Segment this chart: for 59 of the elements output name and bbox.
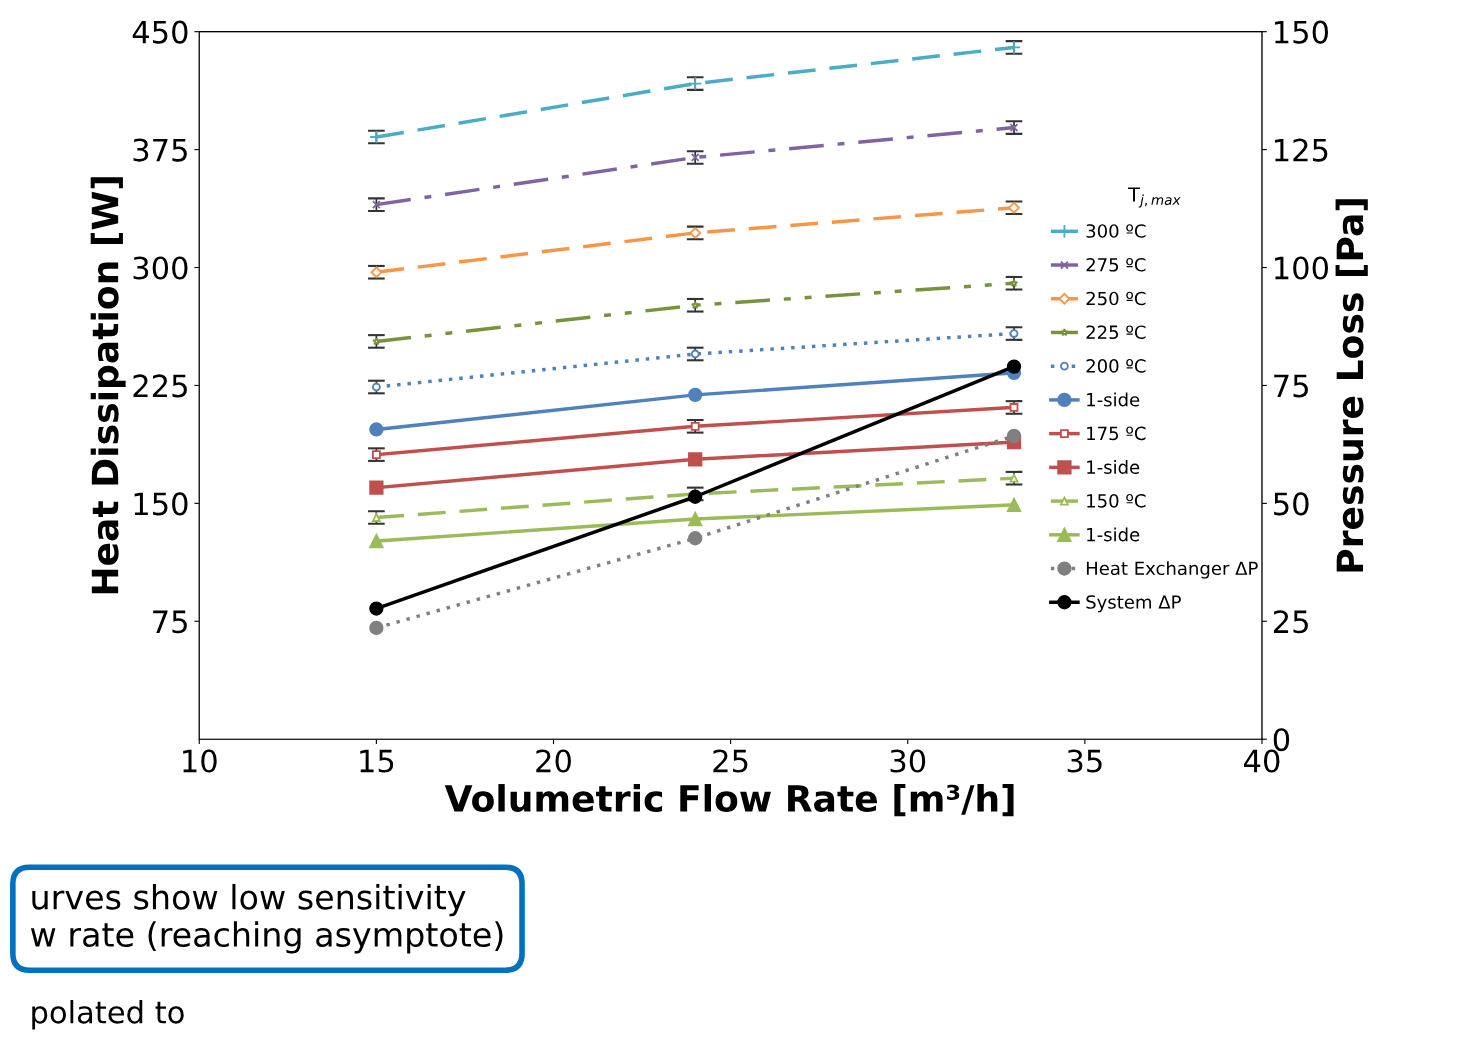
y-tick-label: 450 xyxy=(132,20,188,44)
x-tick-label: 15 xyxy=(360,749,394,773)
y-tick-label: 75 xyxy=(153,610,187,634)
legend-label: 175 ºC xyxy=(1087,426,1146,441)
legend-label: 1-side xyxy=(1087,459,1140,474)
point xyxy=(688,531,703,546)
point xyxy=(1009,123,1019,132)
point xyxy=(369,422,384,437)
y-tick-label: 375 xyxy=(133,138,187,162)
x-axis-title: Volumetric Flow Rate [m³/h] xyxy=(444,784,1014,817)
point xyxy=(689,227,702,239)
point xyxy=(690,153,700,162)
point xyxy=(690,349,700,359)
point xyxy=(1009,278,1019,287)
point xyxy=(1008,201,1020,214)
point xyxy=(369,480,384,495)
text: urves show low sensitivity w rate (reaching asymptote) xyxy=(30,883,503,954)
legend-label: System ΔP xyxy=(1086,595,1181,613)
y2-tick-label: 50 xyxy=(1274,492,1309,516)
point xyxy=(688,452,703,467)
point xyxy=(688,511,703,527)
x-tick-label: 30 xyxy=(890,749,926,773)
text: polated to xyxy=(32,1000,184,1030)
legend-label: 225 ºC xyxy=(1086,325,1146,340)
point xyxy=(688,387,703,403)
point xyxy=(369,620,384,636)
point xyxy=(369,533,384,549)
y2-tick-label: 25 xyxy=(1273,610,1308,634)
y2-tick-label: 75 xyxy=(1274,374,1308,398)
legend-label: 275 ºC xyxy=(1086,257,1146,272)
y-tick-label: 225 xyxy=(133,374,187,398)
legend-title: T$_{j,max}$ xyxy=(1128,187,1181,208)
y-tick-label: 150 xyxy=(134,492,188,516)
point xyxy=(1006,428,1022,444)
legend-label: 1-side xyxy=(1087,527,1140,542)
legend-label: 1-side xyxy=(1087,392,1140,407)
legend-label: 200 ºC xyxy=(1086,359,1146,373)
y2-tick-label: 125 xyxy=(1275,138,1328,162)
x-tick-label: 35 xyxy=(1067,749,1102,773)
legend-label: 250 ºC xyxy=(1086,291,1146,306)
x-tick-label: 10 xyxy=(183,749,217,773)
point xyxy=(690,300,700,309)
x-tick-label: 20 xyxy=(536,749,571,773)
point xyxy=(690,421,700,431)
legend-label: 150 ºC xyxy=(1087,494,1146,508)
y2-tick-label: 150 xyxy=(1275,20,1328,44)
legend-label: Heat Exchanger ΔP xyxy=(1086,561,1258,579)
y-tick-label: 300 xyxy=(133,256,188,280)
point xyxy=(1006,497,1022,513)
point xyxy=(1009,473,1019,483)
point xyxy=(1006,359,1022,374)
point xyxy=(1009,329,1019,338)
point xyxy=(1009,403,1019,412)
point xyxy=(369,601,384,616)
y2-tick-label: 100 xyxy=(1275,256,1328,280)
x-tick-label: 25 xyxy=(713,749,748,773)
y2-axis-title: Pressure Loss [Pa] xyxy=(1335,199,1368,572)
legend-label: 300 ºC xyxy=(1086,224,1146,238)
y-axis-title: Heat Dissipation [W] xyxy=(90,177,126,594)
